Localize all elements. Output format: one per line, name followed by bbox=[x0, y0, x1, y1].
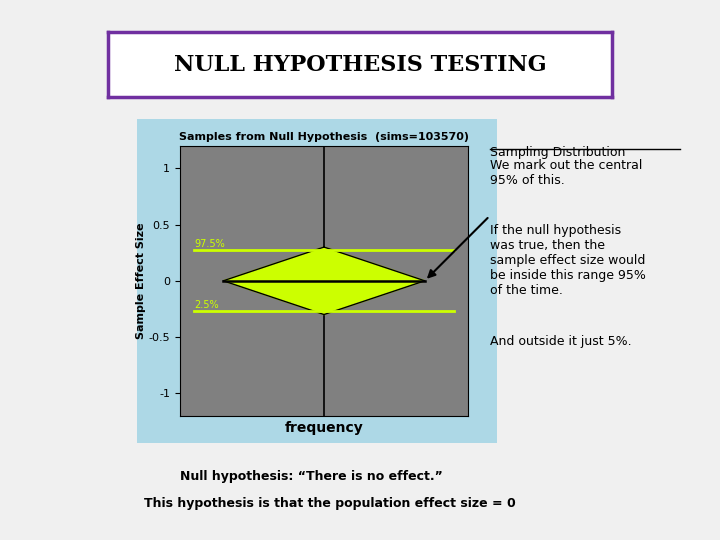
Text: This hypothesis is that the population effect size = 0: This hypothesis is that the population e… bbox=[144, 497, 516, 510]
X-axis label: frequency: frequency bbox=[284, 421, 364, 435]
Text: 2.5%: 2.5% bbox=[194, 300, 219, 310]
Text: Null hypothesis: “There is no effect.”: Null hypothesis: “There is no effect.” bbox=[180, 470, 443, 483]
Text: NULL HYPOTHESIS TESTING: NULL HYPOTHESIS TESTING bbox=[174, 54, 546, 76]
Title: Samples from Null Hypothesis  (sims=103570): Samples from Null Hypothesis (sims=10357… bbox=[179, 132, 469, 142]
Polygon shape bbox=[223, 247, 425, 314]
Y-axis label: Sample Effect Size: Sample Effect Size bbox=[136, 222, 146, 339]
Text: If the null hypothesis
was true, then the
sample effect size would
be inside thi: If the null hypothesis was true, then th… bbox=[490, 224, 645, 297]
Text: And outside it just 5%.: And outside it just 5%. bbox=[490, 335, 631, 348]
Text: We mark out the central
95% of this.: We mark out the central 95% of this. bbox=[490, 159, 642, 187]
Text: Sampling Distribution: Sampling Distribution bbox=[490, 146, 625, 159]
Text: 97.5%: 97.5% bbox=[194, 239, 225, 249]
